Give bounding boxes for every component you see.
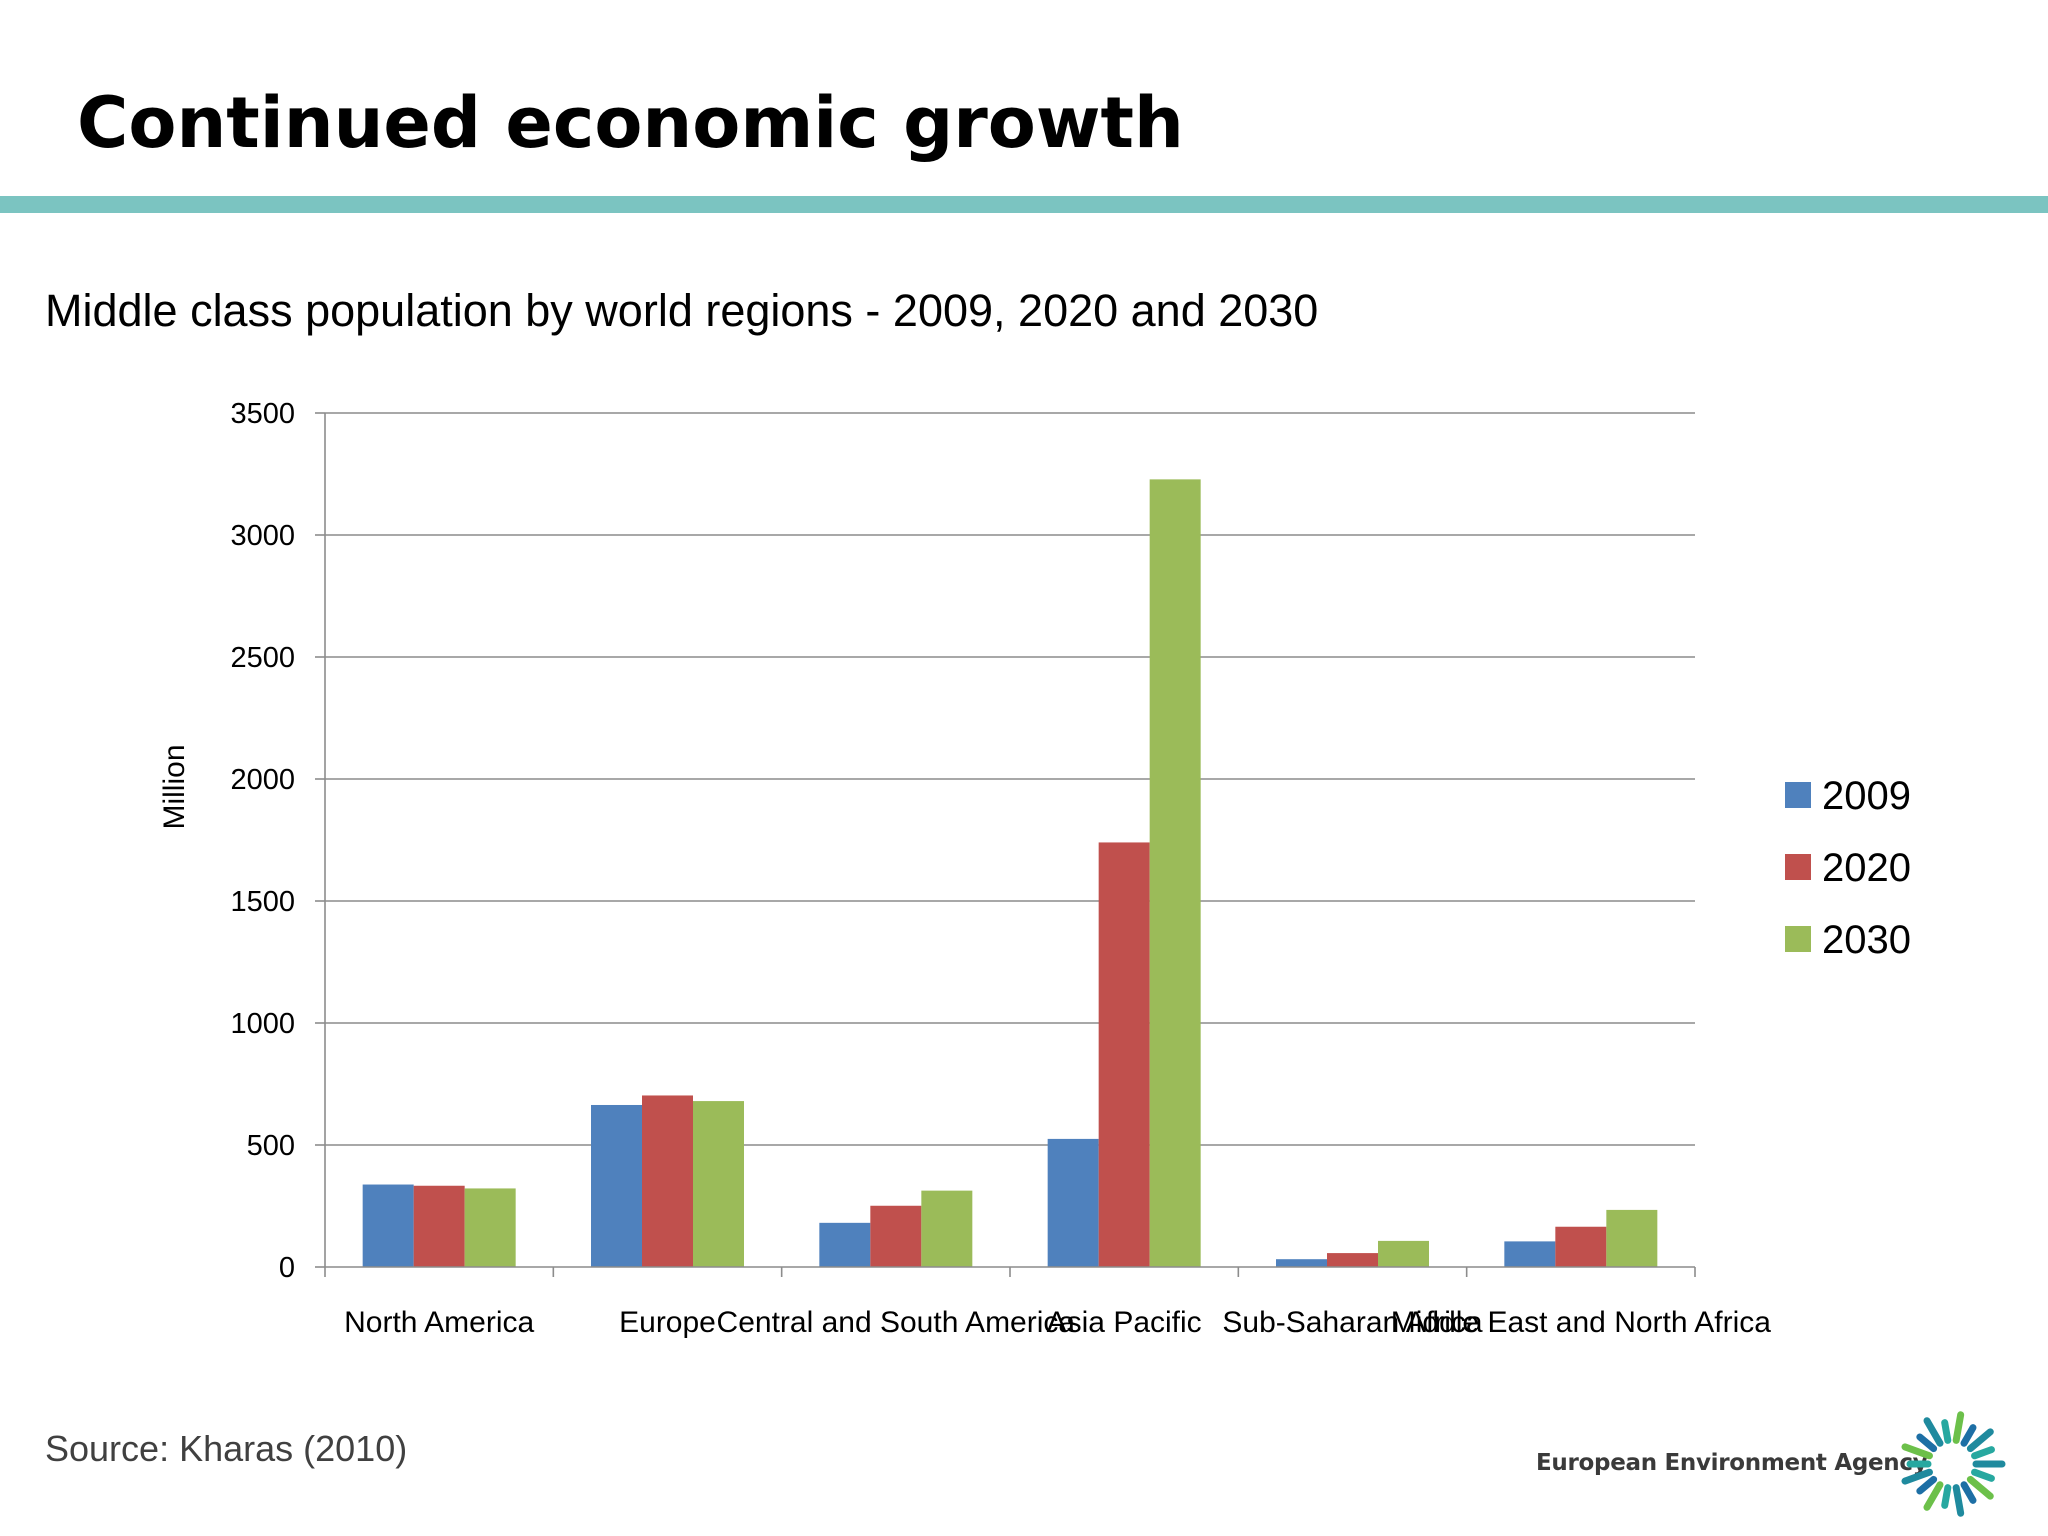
legend-label: 2020 <box>1822 846 1911 890</box>
logo-ray <box>1971 1468 1995 1482</box>
accent-rule <box>0 196 2048 213</box>
bar <box>642 1095 693 1267</box>
logo-ray <box>1901 1443 1933 1460</box>
logo-ray <box>1901 1468 1933 1485</box>
bar-chart: 0 500 1000 1500 2000 2500 3000 3500 North Ameri… <box>158 398 1911 1339</box>
legend-swatch <box>1785 926 1811 952</box>
legend-label: 2030 <box>1822 918 1911 962</box>
chart-subtitle: Middle class population by world regions… <box>45 285 1319 336</box>
bar <box>413 1185 465 1267</box>
x-tick-label: Sub-Saharan Africa <box>1222 1306 1482 1339</box>
bar <box>1149 479 1201 1267</box>
bar <box>921 1190 973 1267</box>
y-tick-label: 3500 <box>230 398 295 430</box>
eea-sun-icon <box>1901 1411 2006 1517</box>
logo-ray <box>1923 1417 1944 1447</box>
logo-ray <box>1941 1484 1952 1509</box>
x-tick-label: Central and South America <box>717 1306 1076 1339</box>
logo-ray <box>1952 1484 1965 1517</box>
bar <box>591 1104 642 1267</box>
legend: 2009 2020 2030 <box>1785 774 1911 962</box>
y-tick-label: 3000 <box>230 520 295 552</box>
logo-ray <box>1952 1411 1965 1444</box>
logo-ray <box>1916 1475 1938 1495</box>
x-tick-label: Middle East and North Africa <box>1391 1306 1772 1339</box>
eea-logo-name: European Environment Agency <box>1536 1450 1928 1476</box>
bar <box>1276 1259 1327 1267</box>
bar <box>1098 842 1150 1267</box>
logo-ray <box>1971 1446 1995 1460</box>
bar <box>1606 1209 1658 1267</box>
logo-ray <box>1923 1481 1944 1511</box>
y-tick-label: 0 <box>279 1252 295 1284</box>
bar <box>870 1205 922 1267</box>
bars <box>362 479 1658 1267</box>
logo-ray <box>1941 1419 1952 1444</box>
y-tick-label: 1000 <box>230 1008 295 1040</box>
logo-ray <box>1960 1424 1977 1447</box>
x-tick-label: Asia Pacific <box>1047 1306 1202 1339</box>
eea-logo: European Environment Agency <box>1536 1410 2016 1520</box>
x-axis <box>324 413 1696 1277</box>
y-tick-label: 2000 <box>230 764 295 796</box>
y-tick-label: 500 <box>247 1130 295 1162</box>
bar <box>1555 1226 1607 1267</box>
legend-swatch <box>1785 854 1811 880</box>
bar <box>693 1101 744 1267</box>
y-tick-label: 1500 <box>230 886 295 918</box>
bar <box>1327 1253 1378 1267</box>
bar <box>1047 1138 1099 1267</box>
logo-ray <box>1960 1481 1977 1504</box>
source-note: Source: Kharas (2010) <box>45 1428 408 1469</box>
bar <box>464 1188 516 1267</box>
x-tick-label: Europe <box>619 1306 716 1339</box>
bar <box>1378 1240 1429 1267</box>
bar <box>362 1184 414 1267</box>
slide-title: Continued economic growth <box>77 82 1184 164</box>
x-tick-label: North America <box>344 1306 534 1339</box>
logo-center <box>1934 1446 1970 1482</box>
logo-ray <box>1916 1433 1938 1453</box>
y-axis-ticks: 0 500 1000 1500 2000 2500 3000 3500 <box>230 398 325 1284</box>
legend-swatch <box>1785 782 1811 808</box>
y-tick-label: 2500 <box>230 642 295 674</box>
bar <box>819 1222 871 1267</box>
logo-ray <box>1966 1475 1994 1500</box>
bar <box>1504 1241 1556 1267</box>
x-axis-labels: North America Europe Central and South Ame… <box>344 1306 1771 1339</box>
logo-ray <box>1966 1428 1994 1453</box>
y-axis-label: Million <box>158 744 191 829</box>
gridlines <box>325 412 1695 1146</box>
legend-label: 2009 <box>1822 774 1911 818</box>
